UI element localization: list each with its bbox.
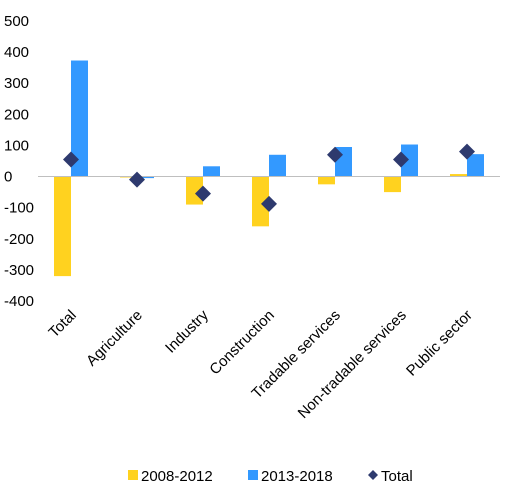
- bar-2013-2018-agriculture: [137, 176, 154, 179]
- legend-swatch-2013-2018: [248, 470, 258, 480]
- y-axis-tick-labels: -400 -300 -200 -100 0 100 200 300 400 500: [4, 13, 34, 310]
- marker-total-agriculture: [129, 171, 145, 188]
- bar-2013-2018-industry: [203, 166, 220, 177]
- bar-2008-2012-tradable-services: [318, 176, 335, 185]
- legend-label-2013-2018: 2013-2018: [261, 468, 333, 485]
- bar-2008-2012-public-sector: [450, 174, 467, 177]
- x-axis-category-labels: Total Agriculture IndustryConstructionTrad…: [45, 306, 475, 422]
- y-tick-label: -200: [4, 231, 34, 248]
- bar-2008-2012-industry: [186, 176, 203, 205]
- y-tick-label: 200: [4, 106, 29, 123]
- legend-label-2008-2012: 2008-2012: [141, 468, 213, 485]
- bar-2013-2018-construction: [269, 154, 286, 177]
- legend: 2008-2012 2013-2018 Total: [128, 468, 413, 485]
- bar-2008-2012-construction: [252, 176, 269, 227]
- y-tick-label: -400: [4, 293, 34, 310]
- legend-swatch-total: [368, 470, 378, 480]
- y-tick-label: 400: [4, 44, 29, 61]
- bar-2008-2012-non-tradable-services: [384, 176, 401, 193]
- marker-total-total: [63, 151, 79, 168]
- x-category-label: Industry: [162, 306, 212, 356]
- total-markers: [63, 143, 475, 212]
- bar-2013-2018-non-tradable-services: [401, 144, 418, 177]
- x-category-label: Construction: [206, 307, 278, 379]
- x-category-label: Non-tradable services: [295, 307, 410, 422]
- legend-label-total: Total: [381, 468, 413, 485]
- bars: [54, 60, 484, 277]
- y-tick-label: 100: [4, 137, 29, 154]
- y-tick-label: 300: [4, 75, 29, 92]
- legend-swatch-2008-2012: [128, 470, 138, 480]
- bar-2008-2012-total: [54, 176, 71, 277]
- marker-total-non-tradable-services: [393, 151, 409, 168]
- marker-total-public-sector: [459, 143, 475, 160]
- marker-total-tradable-services: [327, 146, 343, 163]
- x-category-label: Public sector: [403, 307, 476, 380]
- marker-total-construction: [261, 195, 277, 212]
- x-category-label: Total: [45, 307, 79, 341]
- y-tick-label: -300: [4, 262, 34, 279]
- bar-2013-2018-public-sector: [467, 154, 484, 177]
- y-tick-label: 500: [4, 13, 29, 30]
- y-tick-label: -100: [4, 200, 34, 217]
- bar-2013-2018-total: [71, 60, 88, 177]
- x-category-label: Agriculture: [83, 307, 146, 370]
- y-tick-label: 0: [4, 169, 12, 186]
- marker-total-industry: [195, 185, 211, 202]
